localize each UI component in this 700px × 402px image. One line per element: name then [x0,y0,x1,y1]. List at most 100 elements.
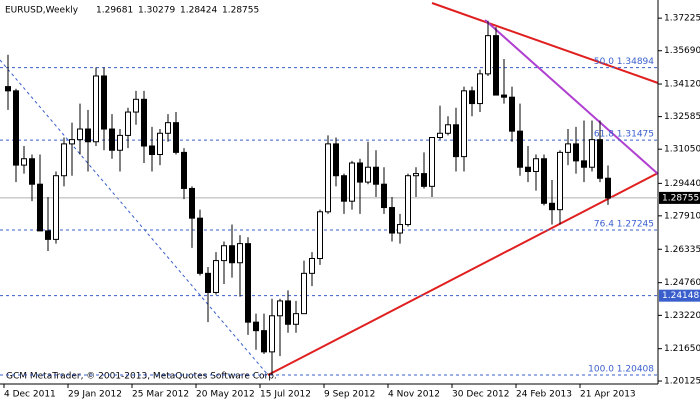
candle-body [101,75,107,130]
chart-title: EURUSD,Weekly [5,6,79,16]
candle-body [29,158,35,185]
candle-body [93,75,99,143]
candle-body [445,124,451,134]
fib-trendline [0,59,269,376]
price-tag [659,191,700,204]
candle-body [437,132,443,139]
y-tick-label: 1.23220 [664,311,700,321]
candle-body [469,90,475,105]
candle-body [517,130,523,168]
x-tick-label: 21 Apr 2013 [580,390,636,400]
candle-body [213,260,219,293]
candle-body [21,158,27,166]
support-line [267,172,659,376]
fib-label: 61.8 1.31475 [594,130,654,140]
candle-body [157,132,163,155]
candle-body [525,166,531,172]
candle-body [37,183,43,232]
y-tick-label: 1.24760 [664,278,700,288]
candle-body [485,35,491,75]
header-open: 1.29681 [96,6,133,16]
candle-body [53,175,59,240]
header-close: 1.28755 [222,6,259,16]
candle-body [245,243,251,323]
candle-body [69,139,75,145]
y-tick-label: 1.32585 [664,112,700,122]
candle-body [149,145,155,155]
candle-body [389,207,395,234]
candle-body [285,300,291,325]
x-tick-label: 15 Jul 2012 [260,390,311,400]
candle-body [165,122,171,134]
candle-body [397,224,403,234]
y-tick-label: 1.29440 [664,179,700,189]
candle-body [581,160,587,168]
y-tick-label: 1.26335 [664,245,700,255]
x-tick-label: 24 Feb 2013 [516,390,572,400]
header-low: 1.28424 [180,6,217,16]
candle-body [325,143,331,213]
price-tag [659,289,700,302]
candle-body [349,162,355,202]
candle-body [429,137,435,187]
candle-body [565,143,571,153]
candle-body [293,313,299,325]
candle-body [261,330,267,353]
candle-body [109,128,115,151]
candle-body [189,187,195,219]
candle-body [253,321,259,332]
resistance-line [431,2,659,84]
candle-body [549,202,555,211]
candle-body [229,245,235,264]
x-tick-label: 4 Nov 2012 [388,390,440,400]
x-tick-label: 25 Mar 2012 [132,390,189,400]
candle-body [421,173,427,187]
candle-body [301,272,307,315]
candle-body [45,230,51,240]
candle-body [117,134,123,151]
candle-body [181,151,187,189]
candle-body [405,175,411,226]
candle-body [365,166,371,183]
y-tick-label: 1.35690 [664,46,700,56]
candle-body [133,98,139,113]
candle-body [413,173,419,177]
candle-body [221,245,227,262]
candle-body [453,124,459,158]
candle-body [77,128,83,141]
x-tick-label: 30 Dec 2012 [452,390,510,400]
candle-body [173,122,179,153]
candle-body [317,211,323,259]
candle-body [125,111,131,136]
candle-body [357,162,363,183]
y-tick-label: 1.37225 [664,14,700,24]
candle-body [13,90,19,166]
candle-body [493,35,499,96]
price-tag-label: 1.28755 [662,193,699,203]
candle-body [501,94,507,98]
x-tick-label: 29 Jan 2012 [68,390,122,400]
y-tick-label: 1.31050 [664,145,700,155]
candle-body [5,86,11,92]
y-tick-label: 1.34120 [664,80,700,90]
x-tick-label: 4 Dec 2011 [4,390,56,400]
candle-body [373,166,379,185]
copyright: GCM MetaTrader, © 2001-2013, MetaQuotes … [6,372,277,382]
fib-label: 100.0 1.20408 [588,365,654,375]
candle-body [533,158,539,172]
candle-body [341,175,347,202]
candle-body [277,300,283,317]
candle-body [381,183,387,209]
candle-body [477,73,483,105]
x-tick-label: 20 May 2012 [196,390,255,400]
price-tag-label: 1.24148 [662,291,699,301]
y-tick-label: 1.21650 [664,344,700,354]
candle-body [205,272,211,293]
candle-body [237,243,243,264]
candle-body [541,158,547,204]
y-tick-label: 1.27910 [664,211,700,221]
candle-body [597,139,603,179]
fib-label: 50.0 1.34894 [594,57,654,67]
candle-body [269,315,275,353]
